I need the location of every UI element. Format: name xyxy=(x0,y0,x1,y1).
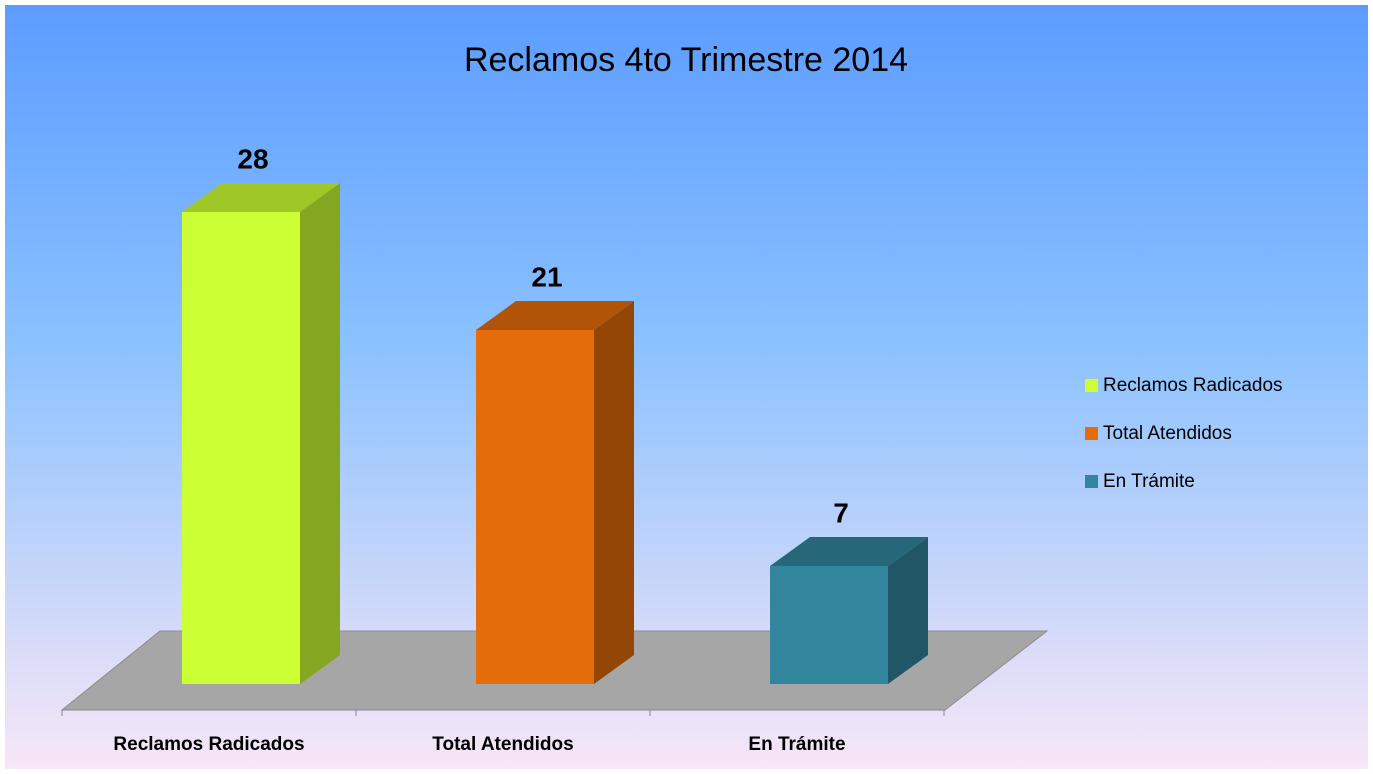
bar xyxy=(476,330,594,684)
data-label: 21 xyxy=(531,261,562,292)
bar-side xyxy=(594,301,634,684)
bar-top xyxy=(770,537,928,566)
chart-title: Reclamos 4to Trimestre 2014 xyxy=(464,41,908,79)
bar-top xyxy=(182,183,340,212)
legend-swatch xyxy=(1085,427,1098,440)
legend-swatch xyxy=(1085,379,1098,392)
bar xyxy=(182,212,300,684)
bar-top xyxy=(476,301,634,330)
legend-swatch xyxy=(1085,475,1098,488)
legend-label: En Trámite xyxy=(1103,471,1195,492)
x-tick-label: Reclamos Radicados xyxy=(113,734,304,755)
data-label: 28 xyxy=(237,143,268,174)
legend-label: Total Atendidos xyxy=(1103,423,1232,444)
bar xyxy=(770,566,888,684)
legend-label: Reclamos Radicados xyxy=(1103,375,1283,396)
bar-side xyxy=(888,537,928,684)
x-tick-label: Total Atendidos xyxy=(432,734,573,755)
x-tick-label: En Trámite xyxy=(748,734,845,755)
data-label: 7 xyxy=(833,497,849,528)
bar-side xyxy=(300,183,340,684)
